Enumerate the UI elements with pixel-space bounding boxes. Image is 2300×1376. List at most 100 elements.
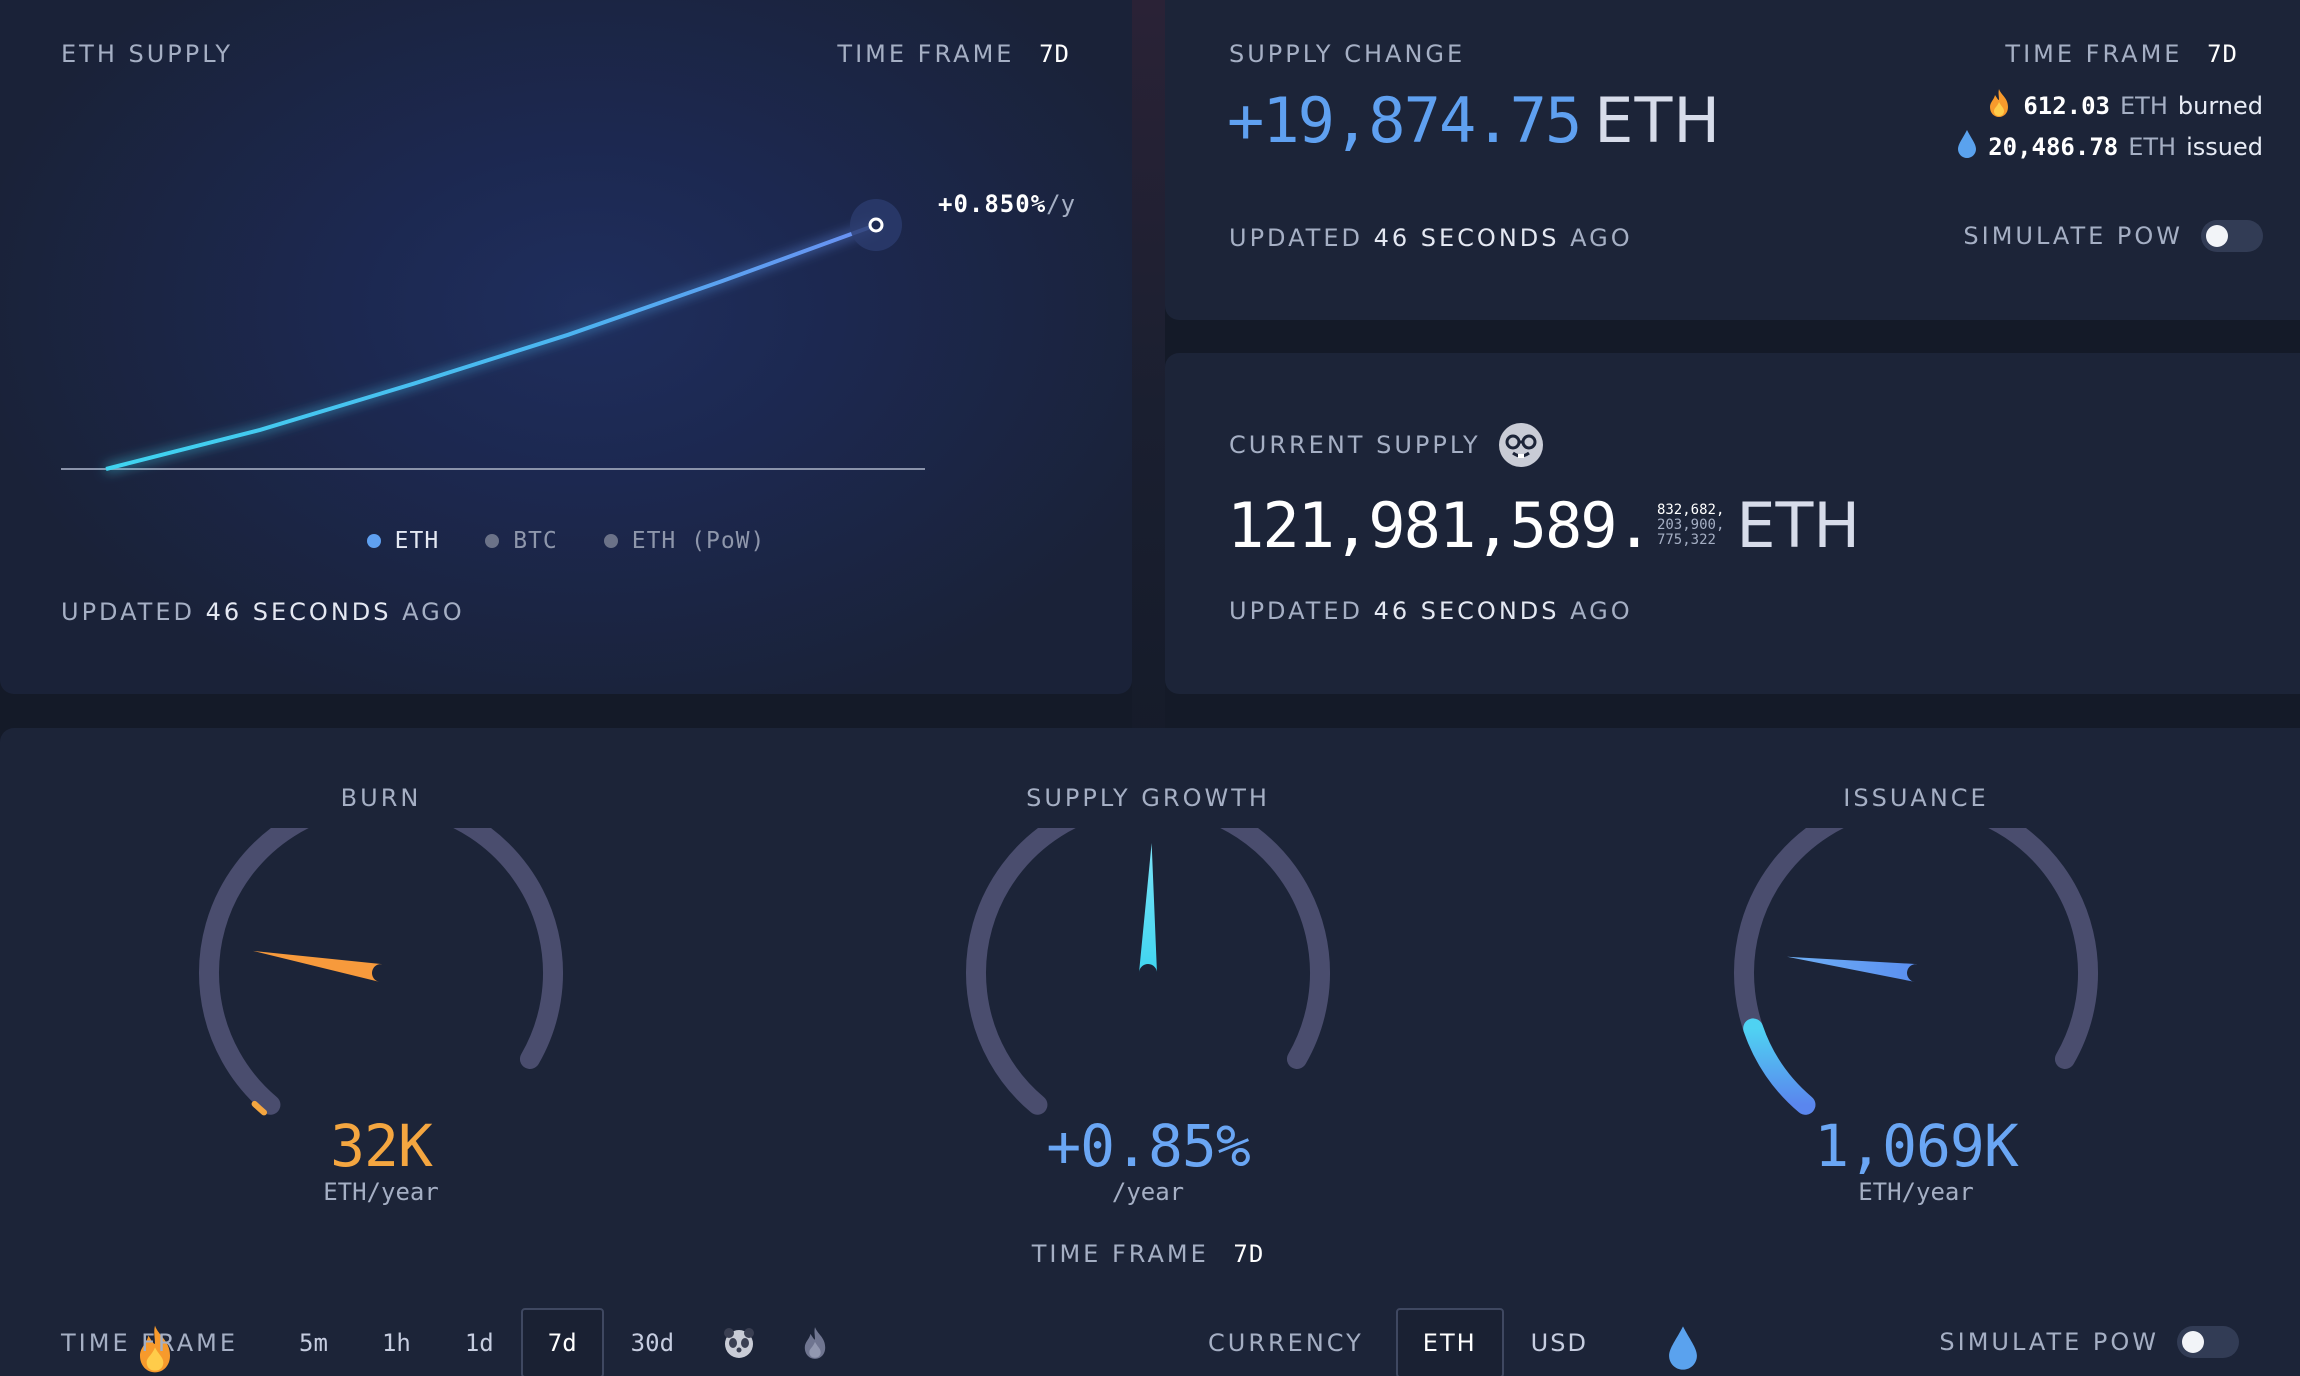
- burn-gauge-dial: [199, 828, 563, 1116]
- burn-gauge-title: BURN: [340, 784, 422, 812]
- growth-rate-suffix: /y: [1046, 190, 1076, 218]
- burn-gauge: BURN 32K ETH/year: [131, 728, 631, 1373]
- legend-label-eth: ETH: [394, 528, 440, 554]
- updated-value: 46 SECONDS: [1373, 597, 1560, 625]
- updated-value: 46 SECONDS: [205, 598, 392, 626]
- time-frame-label: TIME FRAME: [2005, 40, 2183, 68]
- burn-gauge-unit: ETH/year: [323, 1178, 439, 1206]
- currency-selector: CURRENCY ETH USD: [1208, 1308, 1615, 1376]
- time-frame-label: TIME FRAME: [837, 40, 1015, 68]
- current-supply-amount: 121,981,589. 832,682, 203,900, 775,322 E…: [1227, 489, 1860, 562]
- supply-growth-gauge-title: SUPPLY GROWTH: [1026, 784, 1270, 812]
- time-frame-5m-button[interactable]: 5m: [299, 1329, 328, 1357]
- burn-gauge-value: 32K: [330, 1112, 433, 1180]
- supply-growth-gauge-track: [966, 828, 1330, 1115]
- supply-growth-gauge-unit: /year: [1111, 1178, 1185, 1206]
- simulate-pow-row: SIMULATE PoW: [1963, 220, 2263, 252]
- updated-prefix: UPDATED: [1229, 597, 1363, 625]
- burned-word: burned: [2177, 92, 2263, 120]
- issuance-gauge: ISSUANCE 1,069K ETH/year: [1666, 728, 2166, 1370]
- legend-item-eth-pow[interactable]: ETH (PoW): [603, 528, 766, 554]
- issuance-gauge-track: [1734, 828, 2098, 1115]
- supply-change-number: +19,874.75: [1227, 84, 1582, 157]
- current-supply-unit: ETH: [1736, 489, 1861, 562]
- panda-icon[interactable]: [722, 1326, 756, 1360]
- issuance-gauge-value: 1,069K: [1814, 1112, 2019, 1180]
- burn-gauge-fill: [251, 1100, 268, 1116]
- current-supply-number: 121,981,589.: [1227, 489, 1653, 562]
- supply-growth-time-frame: TIME FRAME 7d: [898, 1240, 1398, 1268]
- time-frame-value: 7d: [1233, 1240, 1265, 1268]
- legend-label-eth-pow: ETH (PoW): [631, 528, 766, 554]
- updated-value: 46 SECONDS: [1373, 224, 1560, 252]
- time-frame-label: TIME FRAME: [1031, 1240, 1209, 1268]
- supply-growth-gauge-dial: [966, 828, 1330, 1115]
- flame-outline-icon[interactable]: [798, 1326, 832, 1360]
- legend-dot-eth-pow: [603, 534, 618, 548]
- updated-suffix: AGO: [402, 598, 465, 626]
- toggle-knob: [2206, 225, 2228, 247]
- controls-bar: TIME FRAME 5m 1h 1d 7d 30d CURRENCY ETH …: [0, 1308, 2300, 1376]
- updated-prefix: UPDATED: [1229, 224, 1363, 252]
- eth-supply-end-marker: [868, 217, 884, 233]
- supply-change-title: SUPPLY CHANGE: [1229, 40, 1466, 68]
- issued-unit: ETH: [2128, 133, 2177, 161]
- decimals-line-3: 775,322: [1656, 532, 1716, 548]
- legend-item-eth[interactable]: ETH: [366, 528, 440, 554]
- current-supply-decimals: 832,682, 203,900, 775,322: [1657, 503, 1724, 548]
- time-frame-7d-button[interactable]: 7d: [520, 1308, 604, 1376]
- supply-growth-gauge-needle: [1139, 843, 1157, 974]
- fire-icon: [1985, 88, 2013, 124]
- nerd-face-icon: [1498, 423, 1543, 467]
- updated-suffix: AGO: [1570, 224, 1633, 252]
- issuance-gauge-unit: ETH/year: [1858, 1178, 1974, 1206]
- time-frame-value: 7d: [1039, 40, 1070, 68]
- supply-growth-gauge: SUPPLY GROWTH +0.85% /year TIME FRAME 7d: [898, 728, 1398, 1288]
- simulate-pow-toggle[interactable]: [2177, 1326, 2239, 1358]
- currency-eth-button[interactable]: ETH: [1395, 1308, 1504, 1376]
- issuance-gauge-needle: [1787, 956, 1918, 982]
- currency-usd-button[interactable]: USD: [1530, 1329, 1588, 1357]
- issuance-gauge-dial: [1734, 828, 2098, 1115]
- eth-supply-updated: UPDATED 46 SECONDS AGO: [61, 598, 465, 626]
- current-supply-updated: UPDATED 46 SECONDS AGO: [1229, 597, 1633, 625]
- issued-value: 20,486.78: [1988, 133, 2119, 161]
- time-frame-1h-button[interactable]: 1h: [381, 1329, 411, 1357]
- current-supply-card: CURRENT SUPPLY 121,981,589. 832,682, 203…: [1165, 353, 2300, 694]
- eth-supply-card: ETH SUPPLY TIME FRAME 7d: [0, 0, 1132, 694]
- current-supply-title-row: CURRENT SUPPLY: [1229, 423, 1543, 467]
- time-frame-selector-label: TIME FRAME: [61, 1329, 239, 1357]
- issuance-gauge-fill: [1743, 1018, 1816, 1115]
- updated-suffix: AGO: [1570, 597, 1633, 625]
- time-frame-selector: TIME FRAME 5m 1h 1d 7d 30d: [61, 1308, 853, 1376]
- burn-gauge-track: [199, 828, 563, 1115]
- updated-prefix: UPDATED: [61, 598, 195, 626]
- supply-change-amount: +19,874.75 ETH: [1227, 84, 1721, 157]
- legend-dot-eth: [366, 534, 381, 548]
- currency-selector-label: CURRENCY: [1208, 1329, 1364, 1357]
- simulate-pow-row: SIMULATE PoW: [1939, 1326, 2239, 1358]
- legend-item-btc[interactable]: BTC: [485, 528, 558, 554]
- issued-word: issued: [2186, 133, 2263, 161]
- time-frame-1d-button[interactable]: 1d: [464, 1329, 494, 1357]
- chart-legend: ETH BTC ETH (PoW): [0, 528, 1132, 554]
- decimals-line-1: 832,682,: [1656, 502, 1725, 518]
- burned-unit: ETH: [2120, 92, 2168, 120]
- simulate-pow-toggle[interactable]: [2201, 220, 2263, 252]
- growth-rate-value: +0.850%: [938, 190, 1047, 218]
- legend-label-btc: BTC: [513, 528, 558, 554]
- eth-supply-chart: [61, 199, 925, 471]
- burned-row: 612.03 ETH burned: [1985, 88, 2263, 124]
- time-frame-30d-button[interactable]: 30d: [630, 1329, 675, 1357]
- issued-row: 20,486.78 ETH issued: [1956, 129, 2263, 165]
- burned-value: 612.03: [2023, 92, 2111, 120]
- burn-gauge-needle: [252, 950, 383, 982]
- simulate-pow-label: SIMULATE PoW: [1963, 222, 2183, 250]
- eth-supply-title: ETH SUPPLY: [61, 40, 234, 68]
- simulate-pow-label: SIMULATE PoW: [1939, 1328, 2159, 1356]
- legend-dot-btc: [485, 534, 500, 548]
- supply-change-card: SUPPLY CHANGE TIME FRAME 7d +19,874.75 ET…: [1165, 0, 2300, 320]
- gauges-card: BURN 32K ETH/year SUPPLY GROWTH: [0, 728, 2300, 1376]
- supply-change-unit: ETH: [1594, 84, 1721, 157]
